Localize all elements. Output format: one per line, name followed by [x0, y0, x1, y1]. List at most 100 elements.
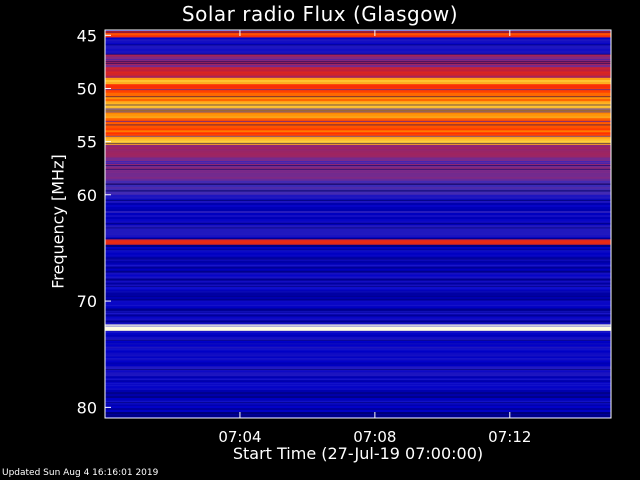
- frequency-band: [105, 296, 611, 299]
- frequency-band: [105, 173, 611, 176]
- frequency-band: [105, 155, 611, 158]
- texture-streak: [105, 120, 611, 122]
- frequency-band: [105, 92, 611, 96]
- texture-streak: [105, 285, 611, 287]
- y-tick-label: 80: [77, 398, 97, 417]
- frequency-band: [105, 124, 611, 127]
- texture-streak: [105, 369, 611, 370]
- frequency-band: [105, 248, 611, 252]
- frequency-band: [105, 268, 611, 271]
- texture-streak: [105, 383, 611, 385]
- frequency-band: [105, 157, 611, 160]
- frequency-band: [105, 126, 611, 129]
- texture-streak: [105, 44, 611, 46]
- frequency-band: [105, 241, 611, 244]
- texture-streak: [105, 227, 611, 229]
- frequency-band: [105, 144, 611, 148]
- frequency-band: [105, 62, 611, 66]
- texture-streak: [105, 124, 611, 126]
- x-tick-label: 07:04: [218, 428, 261, 446]
- texture-streak: [105, 190, 611, 192]
- frequency-band: [105, 180, 611, 184]
- plot-frame: [104, 29, 612, 419]
- texture-streak: [105, 245, 611, 247]
- frequency-band: [105, 219, 611, 222]
- frequency-band: [105, 39, 611, 42]
- frequency-band: [105, 206, 611, 210]
- frequency-band: [105, 352, 611, 355]
- frequency-band: [105, 380, 611, 383]
- frequency-band: [105, 225, 611, 228]
- frequency-band: [105, 302, 611, 305]
- x-tick-label: 07:08: [353, 428, 396, 446]
- frequency-band: [105, 256, 611, 259]
- frequency-band: [105, 328, 611, 332]
- frequency-band: [105, 90, 611, 94]
- frequency-band: [105, 326, 611, 330]
- frequency-band: [105, 298, 611, 301]
- texture-streak: [105, 286, 611, 288]
- texture-streak: [105, 325, 611, 327]
- frequency-band: [105, 146, 611, 150]
- frequency-band: [105, 320, 611, 323]
- frequency-band: [105, 136, 611, 139]
- frequency-band: [105, 314, 611, 317]
- frequency-band: [105, 394, 611, 397]
- frequency-band: [105, 233, 611, 236]
- frequency-band: [105, 215, 611, 218]
- frequency-band: [105, 165, 611, 168]
- texture-streak: [105, 104, 611, 106]
- frequency-band: [105, 202, 611, 206]
- frequency-band: [105, 33, 611, 36]
- frequency-band: [105, 99, 611, 102]
- frequency-band: [105, 221, 611, 224]
- frequency-band: [105, 274, 611, 277]
- frequency-band: [105, 364, 611, 367]
- frequency-band: [105, 412, 611, 415]
- texture-streak: [105, 378, 611, 380]
- frequency-band: [105, 223, 611, 226]
- frequency-band: [105, 43, 611, 46]
- frequency-band: [105, 167, 611, 170]
- texture-streak: [105, 31, 611, 33]
- frequency-band: [105, 227, 611, 230]
- frequency-band: [105, 264, 611, 267]
- frequency-band: [105, 134, 611, 137]
- frequency-band: [105, 130, 611, 133]
- frequency-band: [105, 354, 611, 357]
- frequency-band: [105, 52, 611, 55]
- frequency-band: [105, 122, 611, 125]
- frequency-band: [105, 75, 611, 79]
- frequency-band: [105, 388, 611, 391]
- texture-streak: [105, 200, 611, 201]
- texture-streak: [105, 135, 611, 137]
- frequency-band: [105, 54, 611, 57]
- frequency-band: [105, 284, 611, 287]
- frequency-band: [105, 276, 611, 279]
- frequency-band: [105, 113, 611, 117]
- texture-streak: [105, 368, 611, 370]
- texture-streak: [105, 183, 611, 185]
- texture-streak: [105, 402, 611, 403]
- frequency-band: [105, 50, 611, 53]
- frequency-band: [105, 140, 611, 143]
- frequency-band: [105, 410, 611, 413]
- frequency-band: [105, 346, 611, 349]
- texture-streak: [105, 61, 611, 63]
- texture-streak: [105, 142, 611, 144]
- texture-streak: [105, 108, 611, 110]
- frequency-band: [105, 153, 611, 156]
- x-axis: 07:04 07:08 07:12: [218, 30, 531, 446]
- frequency-band: [105, 159, 611, 162]
- frequency-band: [105, 406, 611, 409]
- frequency-band: [105, 41, 611, 44]
- frequency-band: [105, 360, 611, 363]
- frequency-band: [105, 132, 611, 135]
- frequency-band: [105, 79, 611, 83]
- texture-streak: [105, 403, 611, 405]
- texture-streak: [105, 296, 611, 298]
- frequency-band: [105, 239, 611, 242]
- frequency-band: [105, 270, 611, 273]
- frequency-band: [105, 332, 611, 336]
